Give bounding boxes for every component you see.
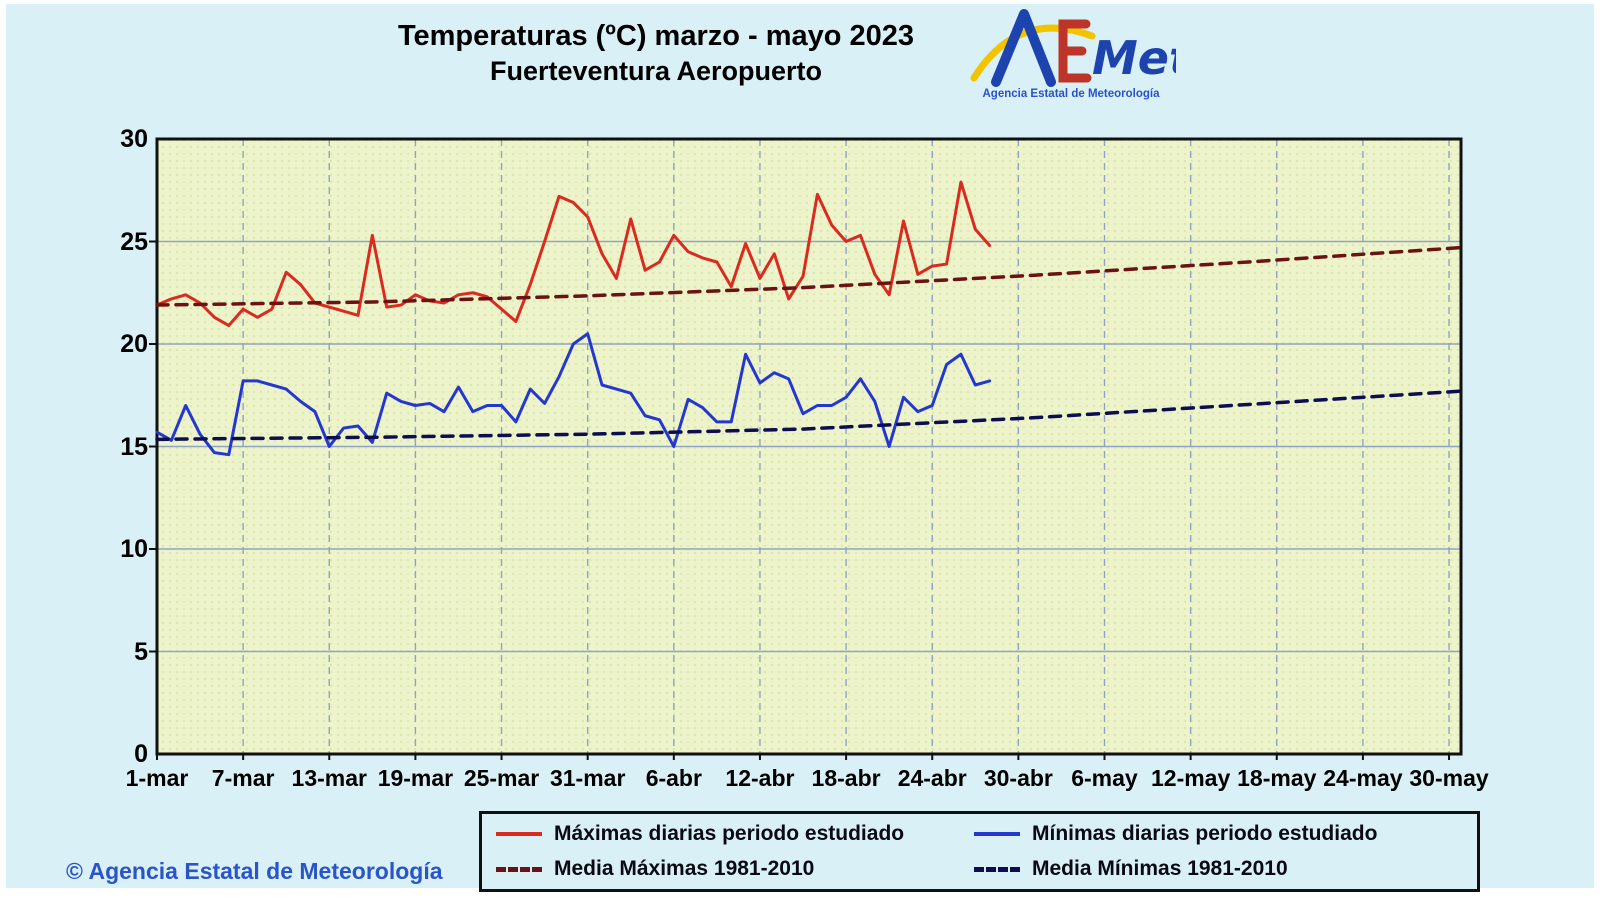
chart-title-line1: Temperaturas (ºC) marzo - mayo 2023 [397, 20, 915, 52]
legend-label-minimas: Mínimas diarias periodo estudiado [1032, 821, 1378, 845]
legend-swatch-media-minimas [974, 866, 1020, 872]
legend-label-media-maximas: Media Máximas 1981-2010 [554, 857, 815, 881]
temperature-chart [149, 137, 1463, 760]
chart-title-line2: Fuerteventura Aeropuerto [489, 56, 823, 86]
chart-title-block: Temperaturas (ºC) marzo - mayo 2023 Fuer… [286, 18, 1026, 88]
chart-legend: Máximas diarias periodo estudiado Mínima… [479, 811, 1480, 892]
legend-swatch-maximas [496, 831, 542, 836]
series-line-media-maximas [155, 245, 1463, 307]
legend-item-maximas: Máximas diarias periodo estudiado [496, 816, 974, 852]
legend-label-maximas: Máximas diarias periodo estudiado [554, 821, 905, 845]
page-background: Temperaturas (ºC) marzo - mayo 2023 Fuer… [6, 4, 1594, 892]
legend-swatch-media-maximas [496, 866, 542, 872]
legend-item-minimas: Mínimas diarias periodo estudiado [974, 816, 1477, 852]
legend-item-media-minimas: Media Mínimas 1981-2010 [974, 852, 1477, 888]
legend-swatch-minimas [974, 831, 1020, 836]
series-line-minimas [155, 332, 992, 457]
legend-item-media-maximas: Media Máximas 1981-2010 [496, 852, 974, 888]
series-line-maximas [155, 180, 992, 328]
copyright-notice: © Agencia Estatal de Meteorología [66, 858, 443, 884]
legend-label-media-minimas: Media Mínimas 1981-2010 [1032, 857, 1288, 881]
series-line-media-minimas [155, 389, 1463, 442]
plot-border [155, 137, 1463, 756]
aemet-logo-subtitle: Agencia Estatal de Meteorología [982, 88, 1160, 100]
